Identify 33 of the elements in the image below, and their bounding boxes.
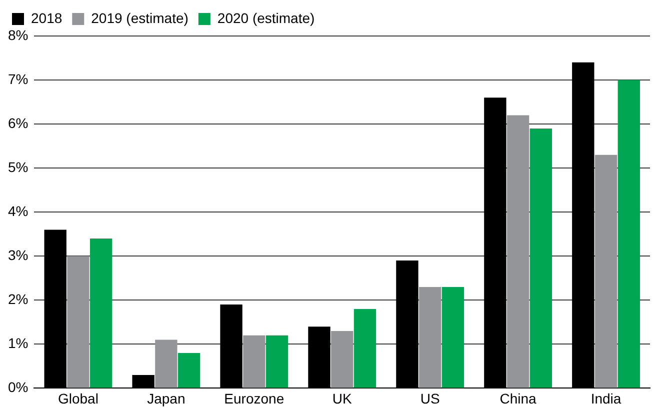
x-tick-label: Eurozone [224,390,284,406]
x-tick-label: Japan [147,390,186,406]
x-tick-label: UK [332,390,352,406]
bar [506,115,530,388]
x-tick-label: US [420,390,440,406]
x-tick-label: China [500,390,537,406]
bar [331,330,354,388]
bar [67,256,90,388]
bar [594,154,618,388]
y-tick-label: 8% [8,26,28,43]
bar [243,335,266,388]
bar [442,286,464,388]
legend-label: 2018 [31,10,62,26]
bar [418,286,442,388]
x-tick-label: India [590,390,622,406]
y-tick-label: 5% [8,158,28,175]
bar [530,128,552,388]
bar [178,352,200,388]
y-tick-label: 3% [8,246,28,263]
bar [266,335,288,388]
bar [155,340,178,388]
y-tick-label: 4% [8,202,28,219]
bar [90,238,112,388]
y-tick-label: 0% [8,379,28,396]
y-tick-label: 7% [8,70,28,87]
legend-label: 2020 (estimate) [217,10,315,26]
x-tick-label: Global [58,390,98,406]
bar [354,308,376,388]
y-tick-label: 2% [8,291,28,308]
legend-label: 2019 (estimate) [91,10,188,26]
bar [618,80,640,388]
y-tick-label: 6% [8,114,28,131]
y-tick-label: 1% [8,335,28,352]
